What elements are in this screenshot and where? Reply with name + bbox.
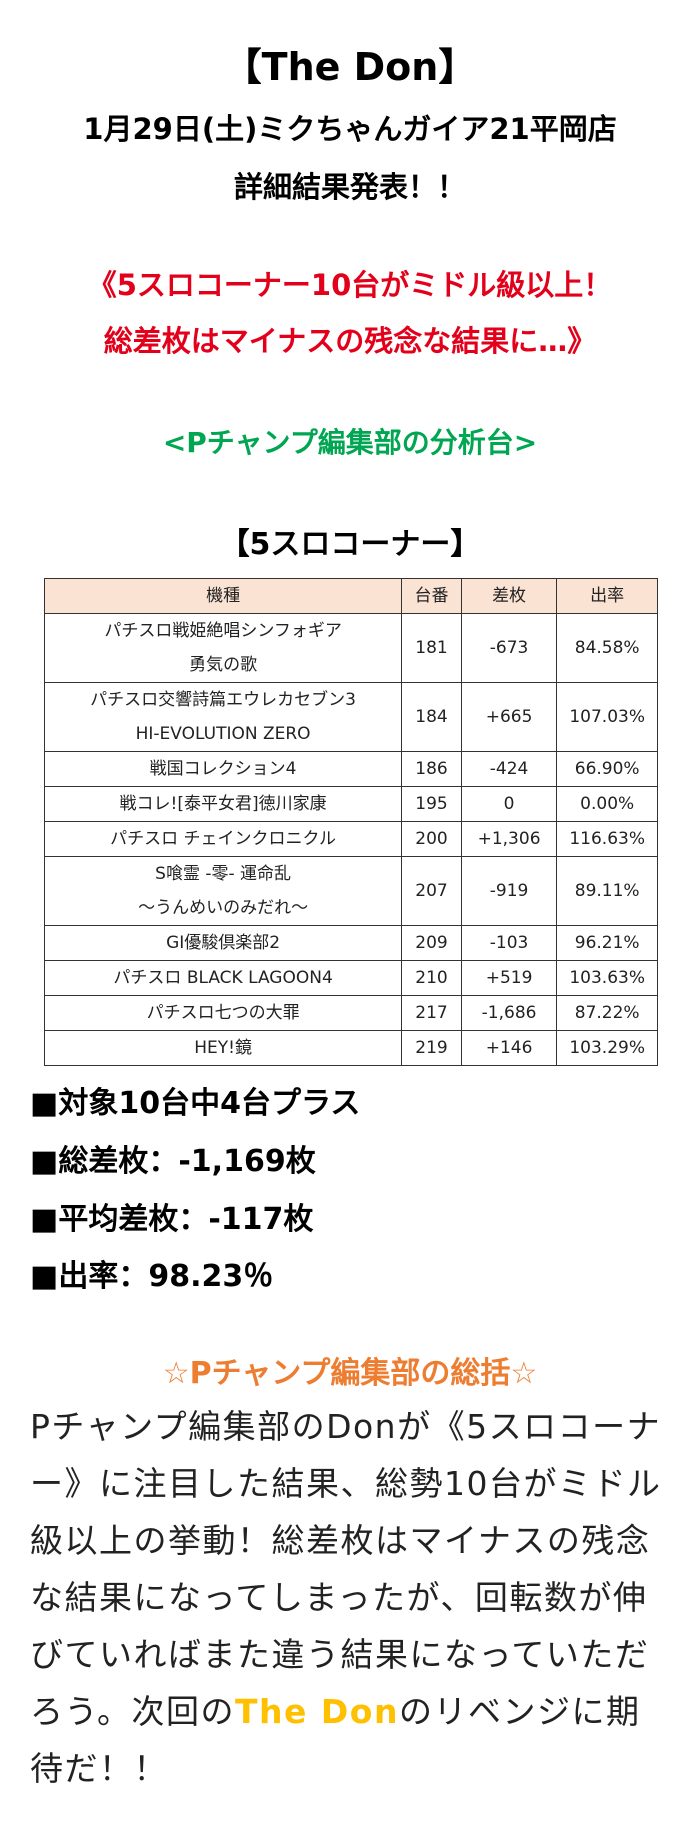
review-highlight: The Don <box>235 1692 399 1731</box>
machine-name-line: 戦コレ![泰平女君]徳川家康 <box>119 794 327 814</box>
machine-cell: パチスロ交響詩篇エウレカセブン3 HI-EVOLUTION ZERO <box>43 682 403 752</box>
table-cell: +146 <box>460 1030 558 1066</box>
table-cell: 107.03% <box>556 682 658 752</box>
table-cell: 0.00% <box>556 786 658 822</box>
table-cell: -673 <box>460 613 558 683</box>
machine-cell: パチスロ BLACK LAGOON4 <box>43 960 403 996</box>
machine-name-line: HEY!鏡 <box>194 1038 252 1058</box>
machine-name-line: パチスロ戦姫絶唱シンフォギア <box>104 621 342 641</box>
table-row: パチスロ戦姫絶唱シンフォギア 勇気の歌 181 -673 84.58% <box>43 613 658 683</box>
table-cell: -919 <box>460 856 558 926</box>
table-cell: 103.63% <box>556 960 658 996</box>
analysis-label: <Pチャンプ編集部の分析台> <box>162 426 538 459</box>
review-text: Pチャンプ編集部のDonが《5スロコーナー》に注目した結果、総勢10台がミドル級… <box>30 1398 670 1797</box>
table-cell: 87.22% <box>556 995 658 1031</box>
column-header: 差枚 <box>460 578 558 614</box>
headline: 《5スロコーナー10台がミドル級以上！ <box>87 268 613 302</box>
table-cell: 116.63% <box>556 821 658 857</box>
table-cell: 207 <box>401 856 462 926</box>
table-row: パチスロ交響詩篇エウレカセブン3 HI-EVOLUTION ZERO 184 +665… <box>43 682 658 752</box>
table-cell: +519 <box>460 960 558 996</box>
table-cell: 66.90% <box>556 751 658 787</box>
review-title: ☆Pチャンプ編集部の総括☆ <box>162 1356 538 1391</box>
table-cell: +665 <box>460 682 558 752</box>
table-cell: 0 <box>460 786 558 822</box>
machine-name-line: ～うんめいのみだれ～ <box>138 898 309 918</box>
summary-line: ■対象10台中4台プラス <box>30 1086 361 1121</box>
machine-cell: パチスロ戦姫絶唱シンフォギア 勇気の歌 <box>43 613 403 683</box>
machine-name-line: パチスロ七つの大罪 <box>146 1003 300 1023</box>
machine-name-line: 戦国コレクション4 <box>149 759 297 779</box>
machine-name-line: パチスロ BLACK LAGOON4 <box>113 968 333 988</box>
summary-line: ■出率：98.23％ <box>30 1259 274 1294</box>
table-cell: 96.21% <box>556 925 658 961</box>
result-table: 機種 台番 差枚 出率 パチスロ戦姫絶唱シンフォギア 勇気の歌 181 -673 84.58% パ… <box>43 578 658 1066</box>
date-store: 1月29日(土)ミクちゃんガイア21平岡店 <box>83 112 617 146</box>
table-cell: 89.11% <box>556 856 658 926</box>
table-row: 戦国コレクション4 186 -424 66.90% <box>43 751 658 787</box>
announcement: 詳細結果発表！！ <box>233 170 466 204</box>
table-cell: 217 <box>401 995 462 1031</box>
machine-cell: S喰霊 -零- 運命乱 ～うんめいのみだれ～ <box>43 856 403 926</box>
table-row: HEY!鏡 219 +146 103.29% <box>43 1030 658 1066</box>
table-row: 戦コレ![泰平女君]徳川家康 195 0 0.00% <box>43 786 658 822</box>
machine-name-line: パチスロ チェインクロニクル <box>110 829 337 849</box>
table-cell: 219 <box>401 1030 462 1066</box>
review-text-part: のリベンジに期待だ！！ <box>30 1692 641 1788</box>
machine-name-line: 勇気の歌 <box>189 655 258 675</box>
table-row: パチスロ BLACK LAGOON4 210 +519 103.63% <box>43 960 658 996</box>
table-row: パチスロ七つの大罪 217 -1,686 87.22% <box>43 995 658 1031</box>
section-title: 【5スロコーナー】 <box>219 527 481 562</box>
table-cell: 209 <box>401 925 462 961</box>
table-row: GI優駿倶楽部2 209 -103 96.21% <box>43 925 658 961</box>
table-cell: 103.29% <box>556 1030 658 1066</box>
machine-cell: GI優駿倶楽部2 <box>43 925 403 961</box>
machine-name-line: パチスロ交響詩篇エウレカセブン3 <box>90 690 356 710</box>
machine-cell: パチスロ チェインクロニクル <box>43 821 403 857</box>
machine-cell: 戦コレ![泰平女君]徳川家康 <box>43 786 403 822</box>
table-cell: 84.58% <box>556 613 658 683</box>
table-cell: 181 <box>401 613 462 683</box>
table-cell: 210 <box>401 960 462 996</box>
table-cell: 200 <box>401 821 462 857</box>
column-header: 台番 <box>401 578 462 614</box>
review-text-part: Pチャンプ編集部のDonが《5スロコーナー》に注目した結果、総勢10台がミドル級… <box>30 1407 662 1731</box>
summary-line: ■平均差枚：-117枚 <box>30 1202 314 1237</box>
table-cell: 186 <box>401 751 462 787</box>
table-cell: 195 <box>401 786 462 822</box>
table-cell: -1,686 <box>460 995 558 1031</box>
column-header: 機種 <box>43 578 403 614</box>
machine-name-line: HI-EVOLUTION ZERO <box>135 724 311 744</box>
column-header: 出率 <box>556 578 658 614</box>
table-cell: -424 <box>460 751 558 787</box>
machine-name-line: S喰霊 -零- 運命乱 <box>155 864 292 884</box>
table-row: S喰霊 -零- 運命乱 ～うんめいのみだれ～ 207 -919 89.11% <box>43 856 658 926</box>
table-cell: -103 <box>460 925 558 961</box>
table-row: パチスロ チェインクロニクル 200 +1,306 116.63% <box>43 821 658 857</box>
table-cell: 184 <box>401 682 462 752</box>
machine-name-line: GI優駿倶楽部2 <box>166 933 281 953</box>
headline: 総差枚はマイナスの残念な結果に…》 <box>103 324 597 358</box>
summary-line: ■総差枚：-1,169枚 <box>30 1144 316 1179</box>
title: 【The Don】 <box>223 45 477 89</box>
table-cell: +1,306 <box>460 821 558 857</box>
machine-cell: 戦国コレクション4 <box>43 751 403 787</box>
machine-cell: HEY!鏡 <box>43 1030 403 1066</box>
machine-cell: パチスロ七つの大罪 <box>43 995 403 1031</box>
